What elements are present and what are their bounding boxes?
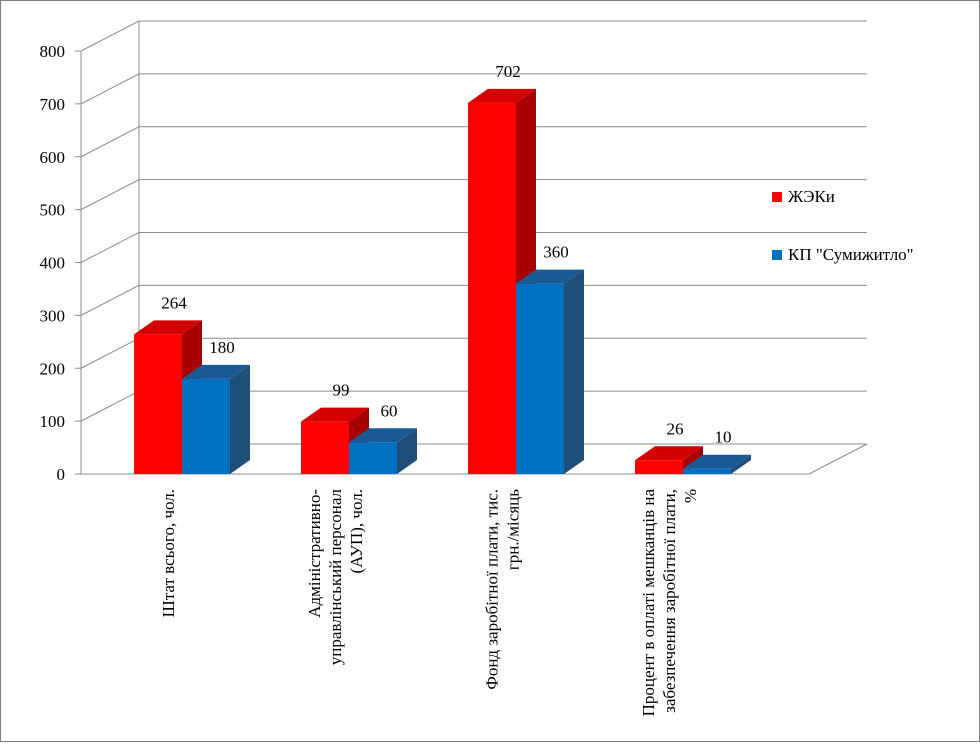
category-label: Процент в оплаті мешканців на забезпеченн… [639,489,700,717]
category-label-line: грн./місяць [504,489,523,570]
bar-top [182,364,250,379]
category-label: Фонд заробітної плати, тис. грн./місяць [483,489,523,690]
bar-side [564,269,584,474]
y-tick-label: 0 [57,465,66,484]
y-tick-label: 600 [40,148,66,167]
legend: ЖЭКи КП "Сумижитло" [772,187,914,264]
y-tick-label: 500 [40,201,66,220]
y-tick-label: 700 [40,95,66,114]
category-label-line: Процент в оплаті мешканців на [639,489,658,717]
data-label: 360 [543,243,569,262]
gridline-diagonal [80,232,140,263]
data-label: 26 [667,419,684,438]
bar [468,102,516,474]
gridline-diagonal [80,284,140,316]
bar-top [134,320,202,335]
bar [134,334,182,474]
data-label: 180 [209,338,235,357]
category-label: Адміністративно-управлінський персонал (А… [305,488,366,665]
y-tick-label: 300 [40,306,66,325]
bar-top [349,428,417,443]
floor-right-edge [808,443,868,475]
category-labels: Штат всього, чол. Адміністративно-управлі… [159,488,700,716]
data-labels: 264 180 99 60 702 360 26 10 [161,62,731,447]
category-label-line: (АУП), чол. [347,489,366,573]
bar [301,421,349,474]
bar [635,460,683,474]
category-label: Штат всього, чол. [159,489,178,617]
gridline-diagonal [80,73,140,105]
data-label: 60 [381,401,398,420]
bar-top [635,446,703,461]
legend-item: КП "Сумижитло" [772,245,914,264]
category-label-line: Фонд заробітної плати, тис. [483,489,502,690]
legend-swatch [772,192,782,202]
bar [182,378,230,474]
y-tick-label: 800 [40,42,66,61]
legend-swatch [772,250,782,260]
y-tick-label: 200 [40,359,66,378]
legend-label: ЖЭКи [788,187,835,206]
category-label-line: Штат всього, чол. [159,489,178,617]
y-tick-label: 400 [40,254,66,273]
bar-top [301,407,369,422]
gridline-diagonal [80,179,140,211]
category-label-line: % [681,489,700,503]
category-label-line: Адміністративно- [305,489,324,618]
gridline-diagonal [80,337,140,369]
category-label-line: управлінський персонал [326,488,345,665]
bars [134,88,751,474]
bar-side [731,454,751,474]
bar [516,283,564,474]
bar-side [397,428,417,474]
bar-top [683,454,751,469]
data-label: 10 [715,428,732,447]
gridline-diagonal [80,390,140,422]
bar-top [516,269,584,284]
data-label: 99 [333,381,350,400]
data-label: 264 [161,293,187,312]
y-tick-label: 100 [40,412,66,431]
bar [349,442,397,474]
gridline-diagonal [80,20,140,52]
legend-item: ЖЭКи [772,187,835,206]
bar-top [468,88,536,103]
category-label-line: забезпечення заробітної плати, [660,489,679,713]
bar-side [230,364,250,474]
bar [683,468,731,474]
gridline-diagonal [80,126,140,158]
y-axis-ticks: 0 100 200 300 400 500 600 700 800 [40,42,81,484]
data-label: 702 [495,62,521,81]
legend-label: КП "Сумижитло" [788,245,914,264]
